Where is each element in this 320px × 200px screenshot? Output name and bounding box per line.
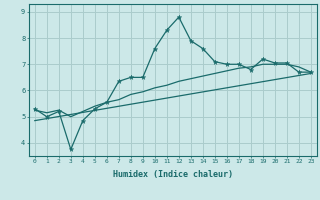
X-axis label: Humidex (Indice chaleur): Humidex (Indice chaleur) [113,170,233,179]
